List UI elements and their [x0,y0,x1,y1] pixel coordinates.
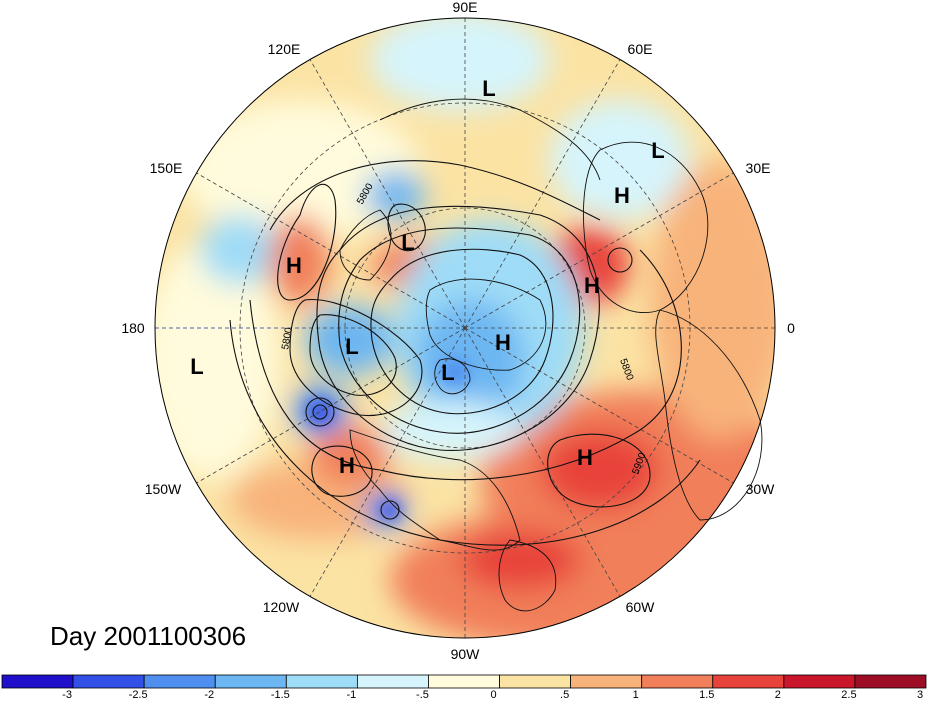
colorbar-tick-label: .5 [560,689,569,701]
pressure-center-high: H [614,183,630,208]
colorbar-tick-label: -1 [346,689,356,701]
colorbar-tick-label: -2 [204,689,214,701]
colorbar-tick-label: 1.5 [699,689,714,701]
lon-label-30w: 30W [746,481,776,497]
pressure-center-high: H [286,253,302,278]
colorbar: -3 -2.5 -2 -1.5 -1 -.5 0 .5 1 1.5 2 2.5 3 [1,674,927,701]
colorbar-swatch [72,674,145,689]
colorbar-tick-label: -3 [62,689,72,701]
map-boundary [154,17,776,639]
colorbar-tick-label: 0 [490,689,496,701]
lon-label-60e: 60E [628,41,653,57]
colorbar-swatch [783,674,856,689]
colorbar-swatch [712,674,785,689]
lon-label-180: 180 [121,320,145,336]
colorbar-swatch [143,674,216,689]
pressure-center-low: L [482,76,495,101]
colorbar-swatch [641,674,714,689]
pressure-center-low: L [651,138,664,163]
pressure-center-low: L [190,354,203,379]
pressure-center-high: H [339,453,355,478]
pressure-center-low: L [441,360,454,385]
colorbar-swatch [214,674,287,689]
colorbar-tick-label: -2.5 [129,689,148,701]
lon-label-30e: 30E [746,160,771,176]
lon-label-0: 0 [787,320,795,336]
anomaly-field [155,18,775,638]
pressure-center-high: H [577,445,593,470]
height-contours [229,160,701,546]
colorbar-swatch [285,674,358,689]
colorbar-swatch [854,674,927,689]
lon-label-120w: 120W [263,599,300,615]
lon-label-60w: 60W [626,599,656,615]
day-label: Day 2001100306 [50,621,246,651]
lon-label-90w: 90W [451,646,481,662]
pressure-center-high: H [495,330,511,355]
colorbar-swatch [1,674,74,689]
colorbar-tick-label: -1.5 [271,689,290,701]
lon-label-120e: 120E [268,41,301,57]
pressure-center-low: L [401,230,414,255]
colorbar-tick-label: -.5 [416,689,429,701]
colorbar-tick-label: 1 [633,689,639,701]
colorbar-tick-label: 3 [917,689,923,701]
pressure-center-high: H [584,273,600,298]
contour-label: 5800 [280,326,295,350]
colorbar-swatch [570,674,643,689]
colorbar-swatch [356,674,429,689]
colorbar-swatch [428,674,500,689]
pressure-center-low: L [345,334,358,359]
lon-label-150w: 150W [145,481,182,497]
lon-label-150e: 150E [150,160,183,176]
colorbar-tick-label: 2 [775,689,781,701]
colorbar-swatch [499,674,572,689]
lon-label-90e: 90E [453,0,478,15]
colorbar-tick-label: 2.5 [841,689,856,701]
graticule [155,18,775,638]
